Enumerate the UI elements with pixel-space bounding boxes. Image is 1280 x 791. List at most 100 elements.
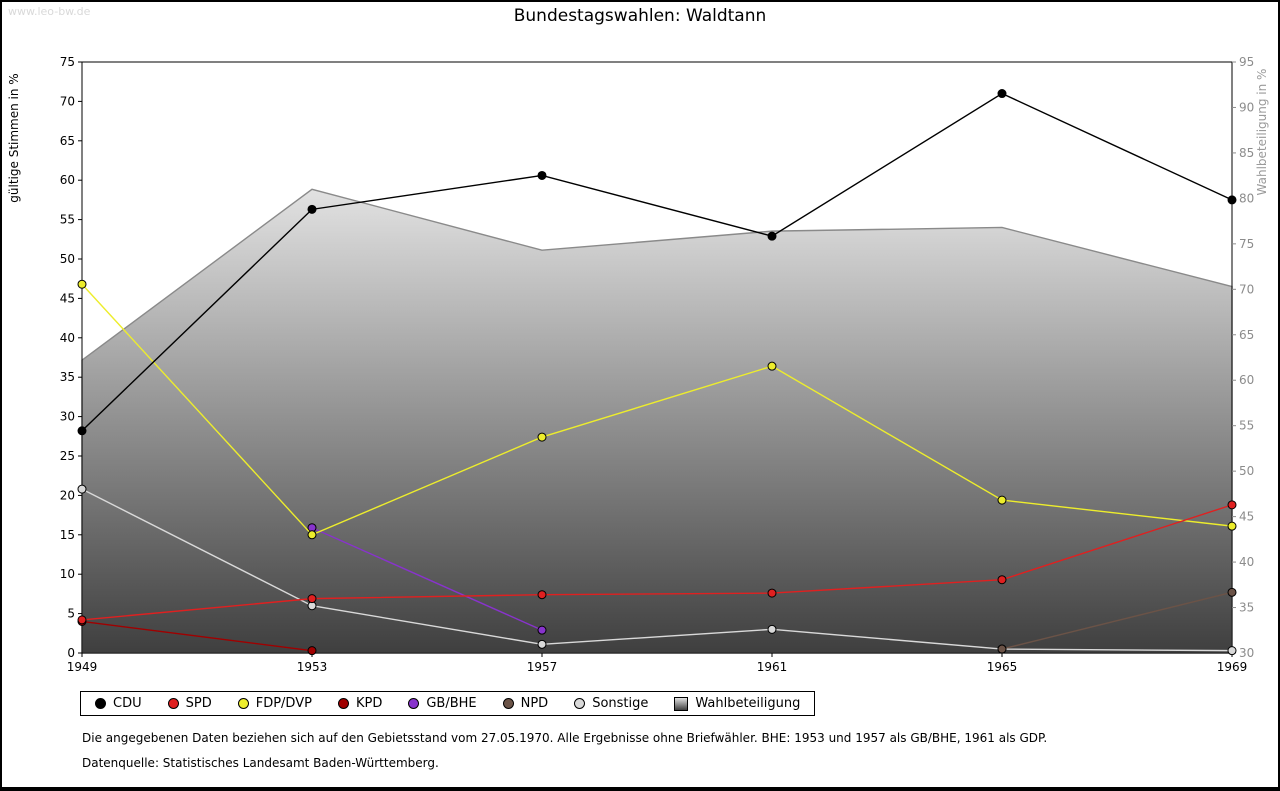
data-point-fdp-dvp bbox=[537, 432, 547, 442]
series-line bbox=[81, 92, 1233, 432]
legend-item-sonstige: Sonstige bbox=[574, 696, 648, 711]
chart-legend: CDU SPD FDP/DVP KPD GB/BHE NPD Sonstige Wahlbet… bbox=[80, 691, 816, 716]
plot-frame bbox=[81, 61, 1233, 654]
axis-ticks: 0 5 10 15 20 25 30 35 40 45 50 55 60 65 70 75 30 35 40 45 50… bbox=[60, 55, 1255, 674]
data-point-fdp-dvp bbox=[1227, 521, 1237, 531]
data-point-cdu bbox=[1227, 195, 1237, 205]
right-tick-label: 60 bbox=[1239, 373, 1254, 387]
x-tick-label: 1961 bbox=[757, 660, 788, 674]
legend-label-fdp-dvp: FDP/DVP bbox=[255, 696, 312, 711]
left-tick-label: 65 bbox=[60, 134, 75, 148]
data-point-sonstige bbox=[1227, 646, 1237, 656]
legend-label-gb-bhe: GB/BHE bbox=[426, 696, 477, 711]
left-tick-label: 5 bbox=[67, 607, 75, 621]
data-point-cdu bbox=[307, 204, 317, 214]
legend-marker-cdu bbox=[95, 698, 106, 709]
right-tick-label: 50 bbox=[1239, 464, 1254, 478]
series-line bbox=[311, 527, 543, 631]
legend-marker-kpd bbox=[337, 698, 349, 709]
right-tick-label: 90 bbox=[1239, 100, 1254, 114]
footnote-datenquelle: Datenquelle: Statistisches Landesamt Bad… bbox=[82, 756, 439, 770]
left-tick-label: 15 bbox=[60, 528, 75, 542]
left-tick-label: 75 bbox=[60, 55, 75, 69]
data-point-spd bbox=[77, 615, 87, 625]
data-point-spd bbox=[1227, 500, 1237, 510]
legend-item-npd: NPD bbox=[502, 696, 549, 711]
series-line bbox=[81, 504, 1233, 621]
data-point-fdp-dvp bbox=[77, 279, 87, 289]
footnote-gebietsstand: Die angegebenen Daten beziehen sich auf … bbox=[82, 731, 1048, 745]
legend-item-fdp-dvp: FDP/DVP bbox=[237, 696, 312, 711]
plot-area: 0 5 10 15 20 25 30 35 40 45 50 55 60 65 70 75 30 35 40 45 50… bbox=[60, 55, 1255, 674]
legend-label-npd: NPD bbox=[520, 696, 549, 711]
legend-item-spd: SPD bbox=[167, 696, 212, 711]
data-point-fdp-dvp bbox=[767, 361, 777, 371]
series-sonstige bbox=[77, 484, 1237, 656]
right-tick-label: 95 bbox=[1239, 55, 1254, 69]
x-tick-label: 1957 bbox=[527, 660, 558, 674]
data-point-sonstige bbox=[537, 639, 547, 649]
data-point-fdp-dvp bbox=[307, 530, 317, 540]
legend-marker-spd bbox=[167, 698, 179, 709]
data-point-fdp-dvp bbox=[997, 495, 1007, 505]
left-tick-label: 70 bbox=[60, 94, 75, 108]
series-line bbox=[81, 283, 1233, 536]
left-axis-label: gültige Stimmen in % bbox=[7, 73, 21, 202]
series-npd bbox=[997, 587, 1237, 654]
series-cdu bbox=[77, 89, 1237, 436]
left-tick-label: 55 bbox=[60, 213, 75, 227]
left-tick-label: 45 bbox=[60, 291, 75, 305]
data-point-spd bbox=[307, 594, 317, 604]
right-tick-label: 35 bbox=[1239, 601, 1254, 615]
right-tick-label: 75 bbox=[1239, 237, 1254, 251]
series-gb-bhe bbox=[307, 523, 547, 635]
left-tick-label: 20 bbox=[60, 488, 75, 502]
series-line bbox=[81, 620, 313, 652]
legend-swatch-wahlbeteiligung bbox=[674, 696, 689, 711]
data-point-cdu bbox=[767, 231, 777, 241]
legend-label-wahlbeteiligung: Wahlbeteiligung bbox=[695, 696, 801, 711]
legend-item-wahlbeteiligung: Wahlbeteiligung bbox=[674, 696, 800, 711]
page-title: Bundestagswahlen: Waldtann bbox=[513, 6, 767, 26]
watermark: www.leo-bw.de bbox=[8, 5, 91, 18]
legend-label-kpd: KPD bbox=[355, 696, 383, 711]
left-tick-label: 0 bbox=[67, 646, 75, 660]
x-tick-label: 1969 bbox=[1217, 660, 1248, 674]
right-tick-label: 30 bbox=[1239, 646, 1254, 660]
left-tick-label: 40 bbox=[60, 331, 75, 345]
right-tick-label: 40 bbox=[1239, 555, 1254, 569]
data-point-spd bbox=[997, 575, 1007, 585]
right-tick-label: 80 bbox=[1239, 191, 1254, 205]
x-tick-label: 1965 bbox=[987, 660, 1018, 674]
legend-marker-sonstige bbox=[574, 698, 586, 709]
series-line bbox=[81, 488, 1233, 652]
legend-marker-npd bbox=[502, 698, 514, 709]
left-tick-label: 10 bbox=[60, 567, 75, 581]
left-tick-label: 60 bbox=[60, 173, 75, 187]
series-fdp-dvp bbox=[77, 279, 1237, 540]
election-chart: gültige Stimmen in % Wahlbeteiligung in … bbox=[7, 55, 1269, 674]
data-point-npd bbox=[1227, 587, 1237, 597]
legend-item-kpd: KPD bbox=[337, 696, 383, 711]
right-axis-label: Wahlbeteiligung in % bbox=[1255, 69, 1269, 196]
right-tick-label: 65 bbox=[1239, 328, 1254, 342]
left-tick-label: 35 bbox=[60, 370, 75, 384]
left-tick-label: 30 bbox=[60, 410, 75, 424]
data-point-gb-bhe bbox=[537, 625, 547, 635]
data-point-spd bbox=[537, 590, 547, 600]
data-point-npd bbox=[997, 644, 1007, 654]
data-point-sonstige bbox=[767, 624, 777, 634]
data-point-cdu bbox=[77, 426, 87, 436]
series-line bbox=[1001, 591, 1233, 650]
data-point-sonstige bbox=[77, 484, 87, 494]
right-tick-label: 45 bbox=[1239, 510, 1254, 524]
right-tick-label: 85 bbox=[1239, 146, 1254, 160]
right-tick-label: 70 bbox=[1239, 282, 1254, 296]
right-tick-label: 55 bbox=[1239, 419, 1254, 433]
data-point-spd bbox=[767, 588, 777, 598]
legend-label-sonstige: Sonstige bbox=[592, 696, 649, 711]
left-tick-label: 50 bbox=[60, 252, 75, 266]
data-point-kpd bbox=[307, 646, 317, 656]
legend-item-cdu: CDU bbox=[95, 696, 142, 711]
